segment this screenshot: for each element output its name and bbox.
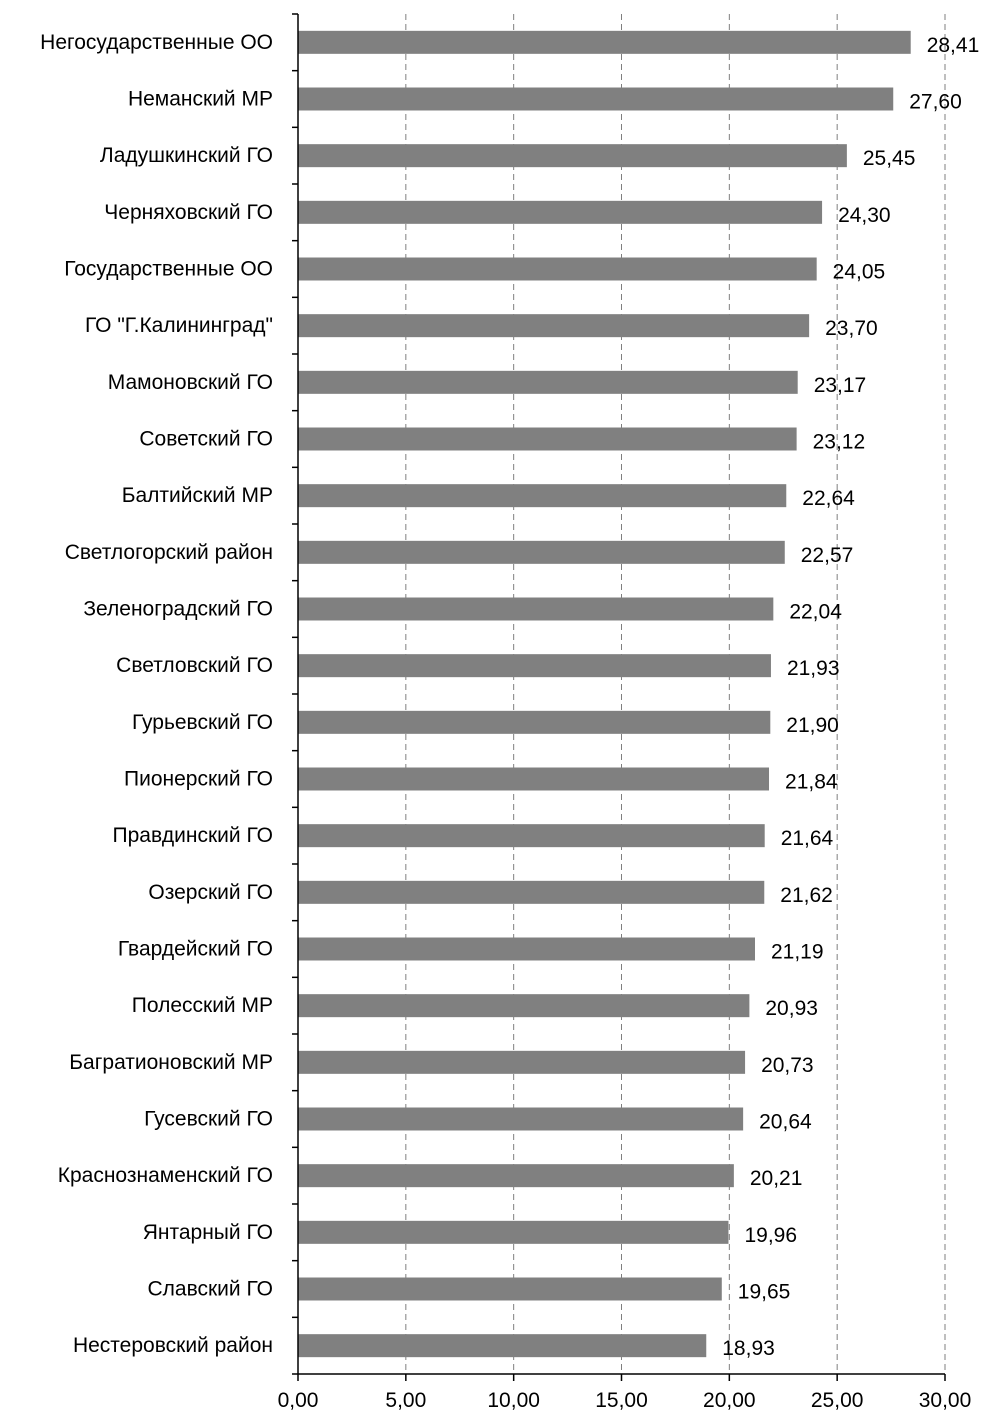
value-label-12: 21,90 [786,714,839,737]
bar-12 [298,710,771,734]
value-label-9: 22,57 [801,544,854,567]
value-label-10: 22,04 [789,601,842,624]
category-label-20: Краснознаменский ГО [58,1164,273,1187]
x-tick-label-6: 30,00 [919,1389,972,1412]
category-label-3: Черняховский ГО [104,201,273,224]
category-label-9: Светлогорский район [65,541,273,564]
category-label-15: Озерский ГО [148,881,273,904]
value-label-8: 22,64 [802,487,855,510]
x-tick-label-0: 0,00 [278,1389,319,1412]
value-label-18: 20,73 [761,1054,814,1077]
value-label-15: 21,62 [780,884,833,907]
category-label-1: Неманский МР [128,88,273,111]
category-label-10: Зеленоградский ГО [83,598,273,621]
value-label-7: 23,12 [813,431,866,454]
axes [292,13,946,1381]
category-label-4: Государственные ОО [64,258,273,281]
x-tick-label-1: 5,00 [385,1389,426,1412]
category-label-22: Славский ГО [147,1278,273,1301]
value-label-20: 20,21 [750,1167,803,1190]
bar-17 [298,994,750,1018]
category-label-0: Негосударственные ОО [40,31,273,54]
x-tick-label-3: 15,00 [595,1389,648,1412]
x-tick-label-5: 25,00 [811,1389,864,1412]
category-label-2: Ладушкинский ГО [100,144,273,167]
value-label-19: 20,64 [759,1111,812,1134]
bar-13 [298,767,770,791]
bar-8 [298,484,787,508]
bar-2 [298,144,847,168]
category-label-16: Гвардейский ГО [118,938,273,961]
category-label-23: Нестеровский район [73,1334,273,1357]
grid-lines [405,14,946,1374]
x-tick-label-2: 10,00 [487,1389,540,1412]
bar-3 [298,200,823,224]
category-label-18: Багратионовский МР [69,1051,273,1074]
bar-6 [298,370,798,394]
value-label-22: 19,65 [738,1281,791,1304]
value-label-6: 23,17 [814,374,867,397]
x-tick-label-4: 20,00 [703,1389,756,1412]
bar-7 [298,427,797,451]
bar-14 [298,824,765,848]
bar-22 [298,1277,722,1301]
bar-15 [298,880,765,904]
value-label-11: 21,93 [787,657,840,680]
bar-0 [298,30,911,54]
value-label-13: 21,84 [785,771,838,794]
bar-20 [298,1164,734,1188]
bars [298,30,911,1358]
category-label-8: Балтийский МР [122,484,273,507]
value-label-5: 23,70 [825,317,878,340]
bar-11 [298,654,771,678]
labels: Негосударственные ОО 28,41 Неманский МР 27,… [40,31,979,1412]
bar-19 [298,1107,744,1131]
bar-1 [298,87,894,111]
value-label-23: 18,93 [722,1337,775,1360]
bar-16 [298,937,755,961]
category-label-21: Янтарный ГО [143,1221,273,1244]
category-label-17: Полесский МР [132,994,273,1017]
value-label-16: 21,19 [771,941,824,964]
category-label-5: ГО "Г.Калининград" [85,314,273,337]
bar-23 [298,1334,707,1358]
category-label-11: Светловский ГО [116,654,273,677]
value-label-3: 24,30 [838,204,891,227]
bar-21 [298,1220,729,1244]
category-label-19: Гусевский ГО [144,1108,273,1131]
category-label-12: Гурьевский ГО [132,711,273,734]
category-label-13: Пионерский ГО [124,768,273,791]
value-label-0: 28,41 [927,34,980,57]
bar-4 [298,257,817,281]
value-label-17: 20,93 [765,997,818,1020]
value-label-2: 25,45 [863,147,916,170]
category-label-6: Мамоновский ГО [108,371,273,394]
category-label-7: Советский ГО [139,428,273,451]
value-label-21: 19,96 [744,1224,797,1247]
value-label-14: 21,64 [781,827,834,850]
bar-5 [298,314,810,338]
bar-10 [298,597,774,621]
value-label-1: 27,60 [909,91,962,114]
value-label-4: 24,05 [833,261,886,284]
bar-9 [298,540,785,564]
category-label-14: Правдинский ГО [113,824,273,847]
bar-18 [298,1050,746,1074]
